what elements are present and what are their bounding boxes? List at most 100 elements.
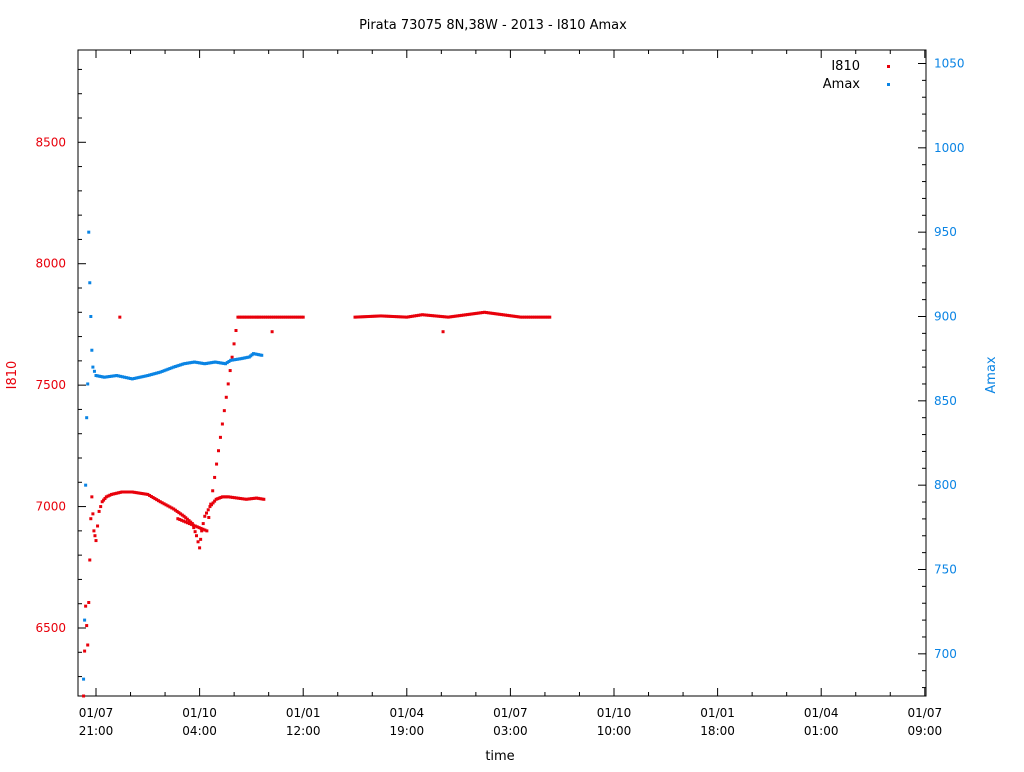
amax-point-fill bbox=[201, 361, 205, 365]
i810-point-fill bbox=[403, 315, 407, 319]
amax-point bbox=[213, 360, 217, 364]
i810-point-fill bbox=[486, 311, 490, 315]
i810-point-fill bbox=[258, 497, 262, 501]
i810-point-fill bbox=[361, 315, 365, 319]
x-axis: 01/07 21:00 01/10 04:00 01/01 12:00 01/04 19:00… bbox=[79, 50, 942, 738]
i810-point-fill bbox=[416, 313, 420, 317]
i810-point-fill bbox=[213, 499, 217, 503]
x-tick-time: 12:00 bbox=[286, 724, 321, 738]
i810-point-fill bbox=[389, 314, 393, 318]
x-axis-label: time bbox=[485, 749, 514, 764]
amax-point-fill bbox=[217, 361, 221, 365]
amax-point-fill bbox=[113, 374, 117, 378]
i810-point-fill bbox=[426, 313, 430, 317]
i810-point-fill bbox=[369, 314, 373, 318]
y-right-tick-label: 900 bbox=[934, 309, 957, 323]
i810-point bbox=[255, 496, 259, 500]
i810-point-fill bbox=[251, 315, 255, 319]
amax-point-fill bbox=[99, 375, 103, 379]
x-tick-date: 01/07 bbox=[79, 706, 114, 720]
amax-point-fill bbox=[208, 361, 212, 365]
i810-point-fill bbox=[377, 314, 381, 318]
amax-point bbox=[224, 362, 227, 366]
y-left-tick-label: 7500 bbox=[35, 378, 66, 392]
i810-point-fill bbox=[289, 315, 293, 319]
i810-point-fill bbox=[395, 315, 399, 319]
i810-point bbox=[262, 497, 266, 501]
y-left-axis-label: I810 bbox=[5, 361, 20, 390]
i810-point bbox=[208, 505, 212, 509]
amax-point bbox=[89, 314, 93, 318]
i810-point-fill bbox=[375, 314, 379, 318]
i810-point-fill bbox=[469, 312, 473, 316]
i810-point-fill bbox=[260, 315, 264, 319]
i810-point-fill bbox=[156, 499, 160, 503]
y-left-axis: 6500 7000 7500 8000 8500 bbox=[35, 68, 86, 678]
x-tick-time: 09:00 bbox=[908, 724, 943, 738]
x-tick-date: 01/04 bbox=[804, 706, 839, 720]
amax-point-fill bbox=[122, 375, 126, 379]
i810-point-fill bbox=[264, 315, 268, 319]
i810-point-fill bbox=[262, 315, 266, 319]
amax-point-fill bbox=[199, 361, 203, 365]
i810-point-fill bbox=[216, 497, 220, 501]
legend-marker-i810 bbox=[887, 65, 890, 68]
i810-point-fill bbox=[399, 315, 403, 319]
i810-point-fill bbox=[532, 315, 536, 319]
i810-point-fill bbox=[411, 314, 415, 318]
i810-point-fill bbox=[295, 315, 299, 319]
i810-point-fill bbox=[430, 314, 434, 318]
i810-point-fill bbox=[291, 315, 295, 319]
i810-point-fill bbox=[93, 534, 97, 538]
y-right-tick-label: 950 bbox=[934, 225, 957, 239]
i810-point-fill bbox=[432, 314, 436, 318]
i810-point-fill bbox=[191, 523, 195, 527]
i810-point-fill bbox=[222, 409, 226, 413]
amax-point-fill bbox=[189, 361, 193, 365]
i810-point-fill bbox=[505, 313, 509, 317]
i810-point-fill bbox=[222, 495, 226, 499]
amax-point-fill bbox=[232, 358, 236, 362]
i810-point-fill bbox=[371, 314, 375, 318]
i810-point-fill bbox=[503, 313, 507, 317]
i810-point-fill bbox=[224, 495, 227, 499]
i810-point-fill bbox=[381, 314, 385, 318]
i810-point-fill bbox=[256, 496, 260, 500]
y-right-tick-label: 700 bbox=[934, 647, 957, 661]
amax-point-fill bbox=[108, 374, 112, 378]
i810-point-fill bbox=[234, 496, 238, 500]
i810-point-fill bbox=[102, 498, 106, 502]
i810-point-fill bbox=[116, 491, 120, 495]
i810-point-fill bbox=[217, 496, 221, 500]
i810-point-fill bbox=[467, 312, 471, 316]
i810-point-fill bbox=[279, 315, 283, 319]
i810-point-fill bbox=[528, 315, 532, 319]
amax-point-fill bbox=[255, 352, 259, 356]
i810-point bbox=[420, 313, 424, 317]
i810-point-fill bbox=[266, 315, 270, 319]
amax-point-fill bbox=[168, 367, 172, 371]
i810-point-fill bbox=[232, 496, 236, 500]
i810-point-fill bbox=[401, 315, 405, 319]
i810-point-fill bbox=[240, 497, 244, 501]
y-right-tick-label: 750 bbox=[934, 562, 957, 576]
i810-point-fill bbox=[160, 501, 164, 505]
i810-point bbox=[97, 509, 101, 513]
amax-point-fill bbox=[220, 361, 224, 365]
amax-point-fill bbox=[225, 361, 229, 365]
i810-point bbox=[203, 514, 207, 518]
i810-point-fill bbox=[502, 313, 506, 317]
i810-point-fill bbox=[162, 502, 166, 506]
x-tick-date: 01/01 bbox=[286, 706, 321, 720]
i810-point-fill bbox=[365, 315, 369, 319]
i810-point-fill bbox=[511, 314, 515, 318]
amax-point-fill bbox=[134, 376, 138, 380]
amax-point-fill bbox=[166, 367, 170, 371]
i810-point-fill bbox=[428, 313, 432, 317]
amax-point-fill bbox=[151, 372, 155, 376]
i810-point-fill bbox=[424, 313, 428, 317]
y-right-tick-label: 1050 bbox=[934, 56, 965, 70]
i810-point bbox=[301, 315, 305, 319]
i810-point-fill bbox=[115, 491, 119, 495]
amax-point-fill bbox=[253, 352, 257, 356]
